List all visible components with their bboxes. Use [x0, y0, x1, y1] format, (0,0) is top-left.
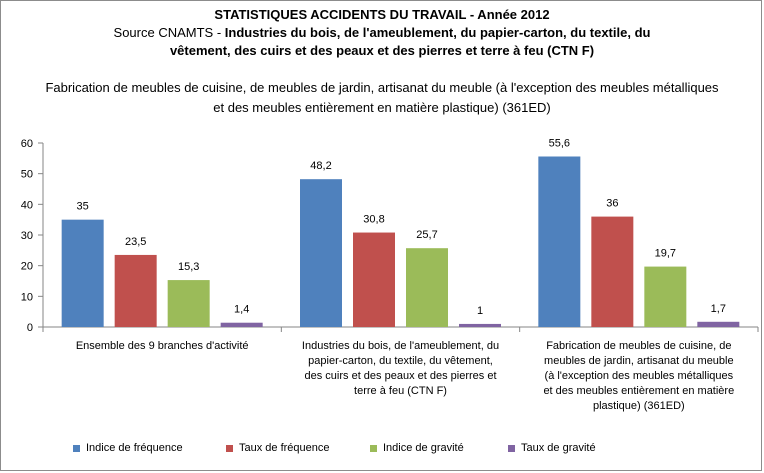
- x-category-label-line: Industries du bois, de l'ameublement, du: [302, 340, 499, 352]
- x-category-label-line: plastique) (361ED): [593, 400, 685, 412]
- y-tick-label: 60: [21, 138, 33, 150]
- data-label: 30,8: [363, 214, 384, 226]
- bar: [538, 156, 581, 327]
- x-category-label: Fabrication de meubles de cuisine, de meu…: [543, 340, 734, 412]
- bar: [459, 323, 501, 327]
- data-label: 48,2: [310, 160, 331, 172]
- x-category-label-line: papier-carton, du textile, du vêtement,: [308, 355, 493, 367]
- x-category-label: Industries du bois, de l'ameublement, du…: [302, 340, 499, 397]
- bar: [114, 254, 157, 327]
- legend: Indice de fréquence Taux de fréquence Indi…: [0, 442, 764, 460]
- x-category-label-line: Fabrication de meubles de cuisine, de: [546, 340, 731, 352]
- legend-label: Taux de gravité: [521, 442, 596, 454]
- bar: [61, 219, 104, 327]
- bar: [220, 322, 263, 327]
- x-category-label-line: des cuirs et des peaux et des pierres et: [305, 370, 497, 382]
- chart-title: STATISTIQUES ACCIDENTS DU TRAVAIL - Anné…: [0, 6, 764, 60]
- title-source-ctn-cont: vêtement, des cuirs et des peaux et des …: [169, 43, 595, 58]
- legend-swatch: [370, 444, 377, 452]
- data-label: 55,6: [549, 137, 570, 149]
- data-label: 36: [606, 198, 618, 210]
- y-tick-label: 10: [21, 291, 33, 303]
- bar: [591, 216, 634, 327]
- data-label: 23,5: [125, 236, 146, 248]
- data-label: 15,3: [178, 261, 199, 273]
- x-category-label-line: et des meubles entièrement en matière: [543, 385, 734, 397]
- y-tick-label: 20: [21, 261, 33, 273]
- bars-layer: [61, 156, 740, 327]
- bar: [167, 280, 210, 327]
- bar: [697, 321, 740, 327]
- legend-swatch: [508, 444, 515, 452]
- bar: [406, 248, 448, 327]
- x-category-label-line: meubles de jardin, artisanat du meuble: [544, 355, 734, 367]
- labels-layer: 35 23,5 15,3 1,4 48,2 30,8 25,7 1 55,6 36 19,7 1,7: [77, 137, 726, 316]
- y-tick-label: 30: [21, 230, 33, 242]
- legend-swatch: [226, 444, 233, 452]
- x-category-label-line: terre à feu (CTN F): [354, 385, 447, 397]
- title-source-prefix: Source CNAMTS -: [113, 25, 222, 40]
- legend-label: Indice de gravité: [383, 442, 464, 454]
- legend-item: Indice de gravité: [370, 442, 464, 454]
- legend-label: Indice de fréquence: [86, 442, 183, 454]
- x-category-label-line: (à l'exception des meubles métalliques: [545, 370, 734, 382]
- bar: [644, 266, 687, 327]
- bar: [300, 179, 342, 327]
- x-category-label: Ensemble des 9 branches d'activité: [76, 340, 249, 352]
- data-label: 19,7: [655, 248, 676, 260]
- data-label: 25,7: [416, 229, 437, 241]
- x-category-label-line: Ensemble des 9 branches d'activité: [76, 340, 249, 352]
- legend-swatch: [73, 444, 80, 452]
- y-tick-label: 40: [21, 199, 33, 211]
- data-label: 35: [77, 201, 89, 213]
- legend-item: Indice de fréquence: [73, 442, 183, 454]
- data-label: 1,4: [234, 304, 249, 316]
- bar: [353, 232, 395, 327]
- y-tick-label: 50: [21, 169, 33, 181]
- title-source: Source CNAMTS - Industries du bois, de l…: [0, 24, 764, 42]
- data-label: 1,7: [711, 303, 726, 315]
- title-source-ctn: Industries du bois, de l'ameublement, du…: [224, 25, 651, 40]
- title-main: STATISTIQUES ACCIDENTS DU TRAVAIL - Anné…: [214, 7, 550, 22]
- axis-layer: 0 10 20 30 40 50 60: [21, 138, 759, 334]
- legend-label: Taux de fréquence: [239, 442, 330, 454]
- plot-area: 0 10 20 30 40 50 60 35 23,5 15,3 1,4 48,2 30,8 25,7 1…: [21, 137, 759, 412]
- category-labels-layer: Ensemble des 9 branches d'activité Indust…: [76, 340, 734, 412]
- legend-item: Taux de gravité: [508, 442, 596, 454]
- y-tick-label: 0: [27, 322, 33, 334]
- chart-subtitle: Fabrication de meubles de cuisine, de me…: [45, 80, 719, 115]
- legend-item: Taux de fréquence: [226, 442, 330, 454]
- data-label: 1: [477, 305, 483, 317]
